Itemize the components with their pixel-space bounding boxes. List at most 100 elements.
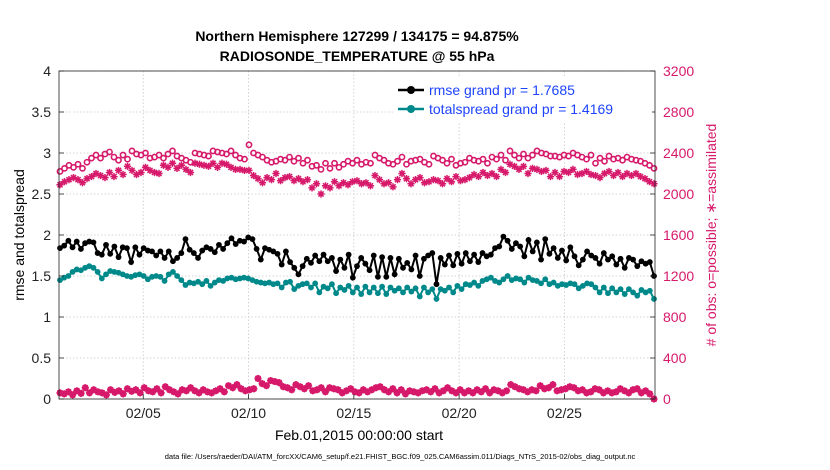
spread-point — [308, 284, 314, 291]
y-axis-left-label: rmse and totalspread — [11, 169, 27, 301]
rmse-point — [329, 255, 335, 261]
possible-point — [443, 159, 451, 167]
rmse-point — [370, 252, 377, 259]
y-left-tick-label: 2.5 — [32, 186, 52, 202]
rmse-point — [345, 251, 352, 258]
y-right-tick-label: 800 — [663, 309, 687, 325]
rejected-point-star — [250, 385, 258, 393]
spread-point — [195, 278, 201, 285]
assimilated-point — [384, 179, 393, 187]
assimilated-point — [470, 170, 478, 179]
rejected-point-star — [178, 386, 186, 394]
rejected-point-star — [111, 388, 119, 396]
chart-subtitle: RADIOSONDE_TEMPERATURE @ 55 hPa — [220, 48, 495, 64]
rejected-point-star — [507, 381, 515, 389]
rejected-point-star — [389, 385, 397, 393]
rejected-point-star — [224, 382, 233, 390]
assimilated-point — [254, 175, 262, 183]
possible-point — [403, 160, 410, 168]
rejected-point-star — [208, 389, 216, 397]
assimilated-point — [348, 178, 357, 186]
rejected-point-circle — [157, 389, 165, 397]
assimilated-point — [605, 167, 613, 176]
rejected-point-star — [304, 382, 313, 390]
spread-point — [312, 280, 319, 287]
rejected-point-circle — [376, 383, 384, 391]
assimilated-point — [636, 172, 645, 181]
rejected-point-star — [119, 390, 127, 398]
spread-point — [638, 287, 645, 293]
assimilated-point — [524, 169, 532, 178]
spread-point — [278, 284, 285, 291]
possible-point — [245, 141, 253, 149]
rejected-point-circle — [250, 385, 258, 393]
rejected-point-star — [477, 388, 485, 396]
rmse-point — [467, 258, 473, 265]
rmse-point — [404, 259, 411, 266]
possible-point — [520, 150, 527, 158]
spread-point — [646, 287, 653, 294]
possible-point — [317, 165, 325, 173]
assimilated-point — [582, 167, 591, 176]
possible-point — [389, 160, 397, 168]
possible-point — [587, 151, 595, 159]
assimilated-point — [258, 179, 267, 187]
rejected-point-star — [229, 384, 237, 392]
possible-point — [646, 161, 653, 169]
possible-point — [110, 153, 118, 161]
possible-point — [295, 154, 302, 162]
rejected-point-star — [326, 384, 334, 392]
rejected-point-circle — [132, 386, 140, 394]
rejected-point-circle — [570, 384, 578, 392]
rejected-point-circle — [482, 385, 489, 393]
rejected-point-star — [102, 391, 110, 399]
possible-point — [205, 152, 212, 160]
rejected-point-star — [351, 388, 359, 396]
assimilated-point — [506, 160, 514, 168]
rmse-point — [563, 257, 570, 264]
rmse-point — [538, 256, 544, 263]
rejected-point-circle — [115, 387, 123, 395]
rejected-point-circle — [642, 387, 649, 395]
rejected-point-star — [338, 389, 346, 397]
rejected-point-circle — [263, 382, 270, 390]
rmse-point — [312, 252, 319, 259]
assimilated-point — [555, 172, 564, 181]
spread-point — [504, 273, 511, 279]
rejected-point-circle — [456, 386, 464, 394]
rejected-point-star — [591, 385, 599, 393]
rmse-point — [232, 241, 239, 247]
rejected-point-circle — [389, 385, 397, 393]
assimilated-point — [447, 178, 456, 186]
spread-point — [78, 267, 84, 274]
spread-point — [425, 289, 432, 296]
rejected-point-star — [267, 376, 275, 385]
rmse-point — [320, 251, 327, 258]
possible-point — [313, 161, 320, 169]
spread-point — [220, 278, 227, 284]
rejected-point-circle — [444, 384, 451, 392]
rejected-point-circle — [233, 381, 241, 388]
rejected-point-star — [620, 387, 629, 395]
x-tick-label: 02/15 — [336, 405, 371, 421]
rejected-point-circle — [317, 384, 325, 392]
rmse-point — [349, 274, 356, 281]
legend-rmse-label: rmse grand pr = 1.7685 — [429, 82, 575, 98]
rejected-point-star — [465, 387, 473, 395]
y-left-tick-label: 2 — [43, 227, 51, 243]
rmse-point — [211, 249, 218, 256]
rmse-point — [107, 250, 114, 257]
assimilated-point — [132, 170, 141, 179]
possible-point — [583, 155, 590, 163]
possible-point — [241, 155, 248, 163]
rejected-point-circle — [288, 386, 296, 394]
spread-point — [458, 286, 465, 293]
rmse-point — [278, 261, 285, 268]
rejected-point-star — [532, 387, 540, 395]
rmse-point — [437, 255, 444, 261]
assimilated-point — [330, 178, 339, 186]
assimilated-point — [87, 172, 96, 181]
rejected-point-circle — [153, 385, 161, 393]
rmse-point — [458, 260, 465, 267]
spread-point — [446, 284, 452, 291]
